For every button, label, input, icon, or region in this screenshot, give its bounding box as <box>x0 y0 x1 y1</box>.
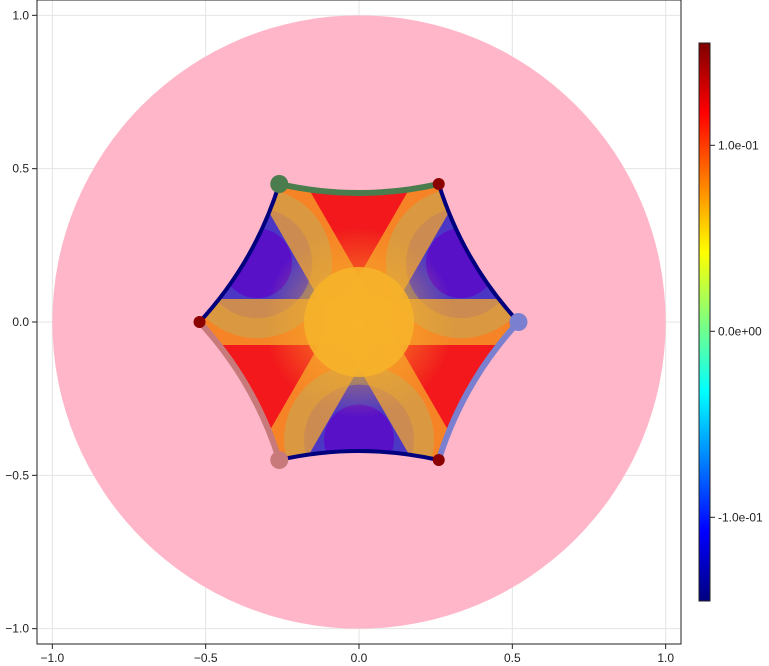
vertex-point <box>432 454 445 466</box>
boundary-edge <box>276 181 442 196</box>
x-tick-label: 0.5 <box>504 651 521 665</box>
colorbar: 1.0e-01 0.0e+00 -1.0e-01 <box>698 42 763 602</box>
vertex-point <box>432 178 445 190</box>
colorbar-gradient <box>698 42 711 602</box>
y-tick-label: 1.0 <box>12 8 29 22</box>
boundary-edge <box>196 319 283 463</box>
colorbar-tick-label: 1.0e-01 <box>718 138 759 152</box>
boundary-edge <box>435 319 522 463</box>
y-tick-label: 0.5 <box>12 162 29 176</box>
colorbar-ticks: 1.0e-01 0.0e+00 -1.0e-01 <box>710 138 763 524</box>
y-tick-label: 0.0 <box>12 315 29 329</box>
boundary-edges <box>196 181 522 463</box>
x-tick-label: 0.0 <box>351 651 368 665</box>
colorbar-tick-label: 0.0e+00 <box>718 324 762 338</box>
heat-center-core <box>304 267 414 377</box>
vertex-points <box>193 175 528 469</box>
y-tick-label: −1.0 <box>5 622 29 636</box>
y-axis-ticks: −1.0 −0.5 0.0 0.5 1.0 <box>5 8 37 636</box>
vertex-point <box>509 313 528 331</box>
x-tick-label: −0.5 <box>194 651 218 665</box>
heat-center <box>199 184 519 460</box>
vertex-point <box>270 451 289 469</box>
x-tick-label: 1.0 <box>657 651 674 665</box>
heatmap-region <box>196 181 522 463</box>
vertex-point <box>193 316 206 328</box>
vertex-point <box>270 175 289 193</box>
y-tick-label: −0.5 <box>5 468 29 482</box>
colorbar-tick-label: -1.0e-01 <box>718 510 763 524</box>
x-tick-label: −1.0 <box>40 651 64 665</box>
x-axis-ticks: −1.0 −0.5 0.0 0.5 1.0 <box>40 644 674 665</box>
